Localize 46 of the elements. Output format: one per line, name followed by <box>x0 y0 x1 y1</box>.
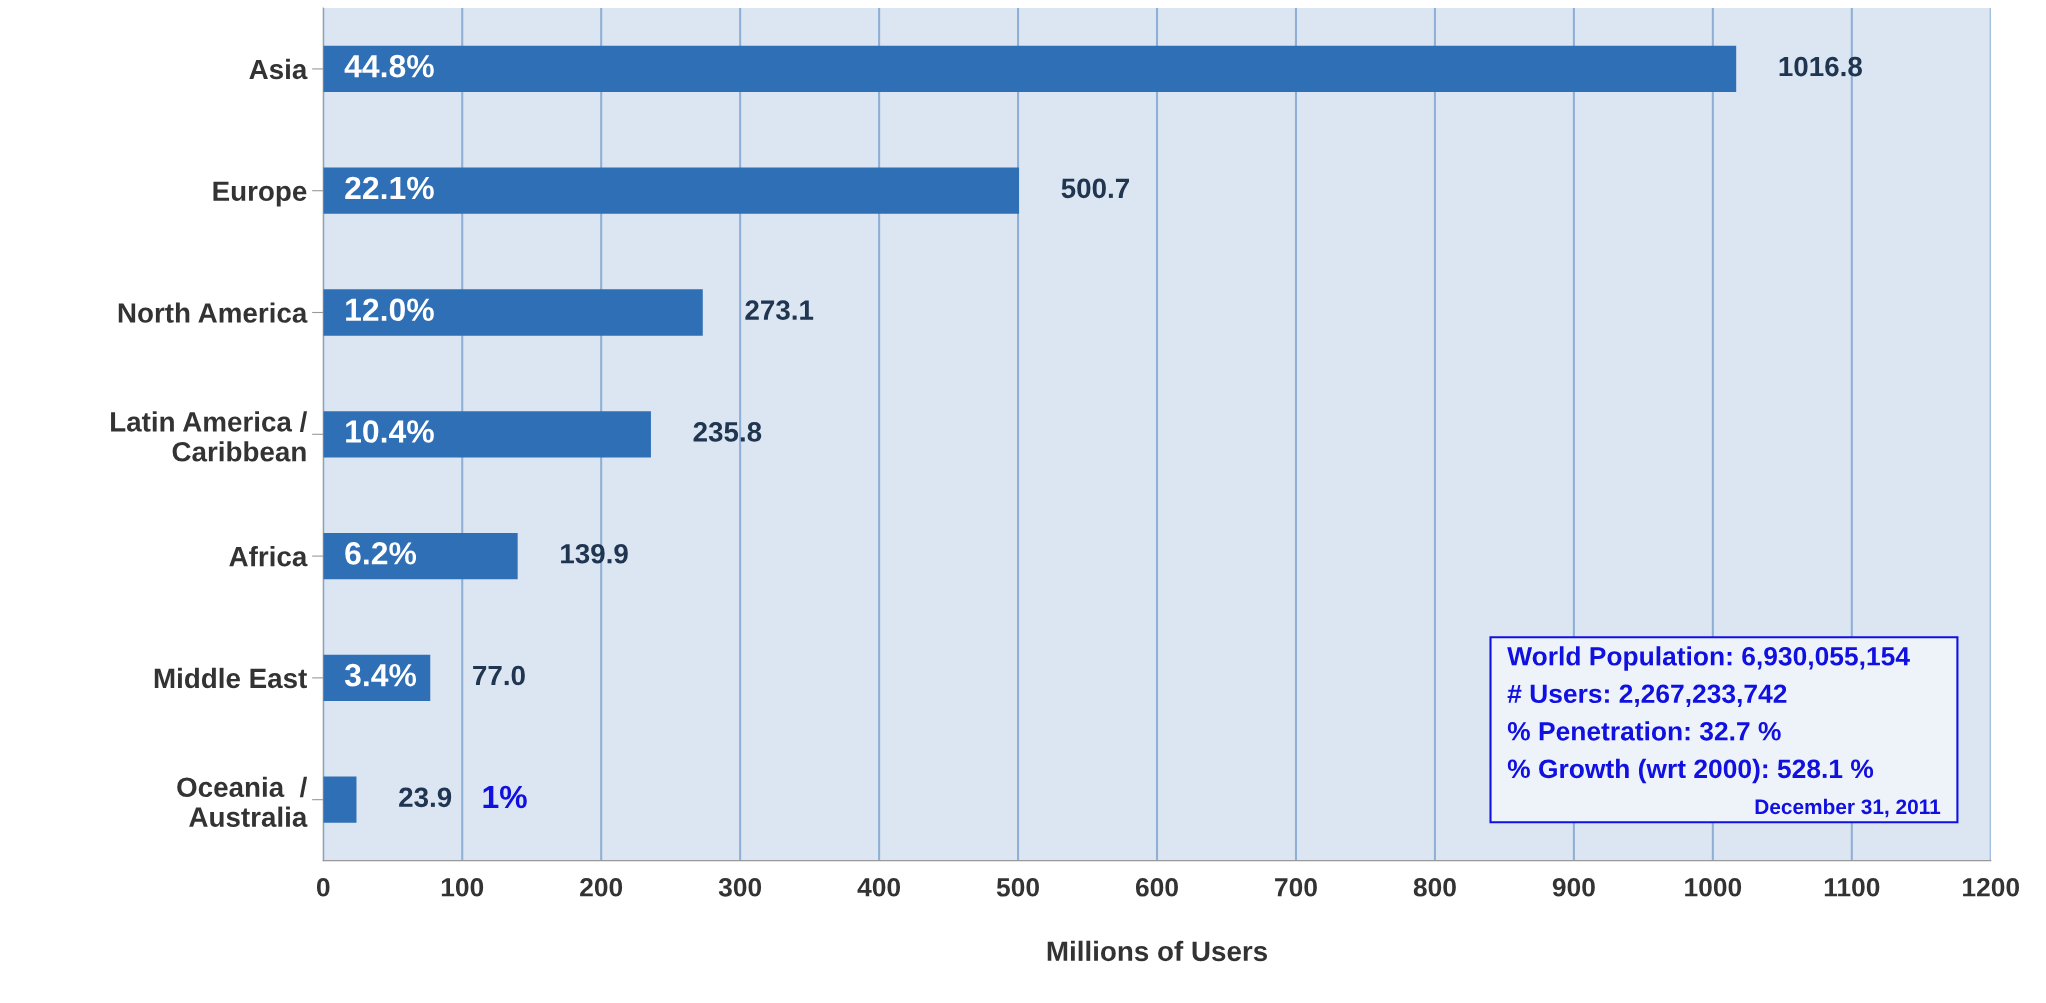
bar <box>323 776 357 823</box>
data-label: 235.8 <box>693 422 762 442</box>
data-label: 77.0 <box>473 665 525 686</box>
x-tick-label: 1000 <box>1685 877 1742 897</box>
x-tick-label: 1100 <box>1824 877 1880 897</box>
x-tick-label: 1200 <box>1963 877 2020 897</box>
annotation: # Users: 2,267,233,742 <box>1507 684 1787 707</box>
data-label: 139.9 <box>561 543 628 564</box>
annotation: % Growth (wrt 2000): 528.1 % <box>1507 758 1874 784</box>
x-axis-title: Millions of Users <box>1047 940 1268 962</box>
y-tick-label: North America <box>118 302 308 323</box>
bar <box>323 45 1737 93</box>
annotation: 22.1% <box>345 176 434 200</box>
y-tick-label: Latin America / Caribbean <box>111 411 308 462</box>
annotation: 12.0% <box>346 298 434 322</box>
data-label: 273.1 <box>745 300 814 320</box>
y-tick-label: Asia <box>249 58 308 80</box>
annotation: 10.4% <box>346 420 434 443</box>
bar <box>323 532 518 580</box>
annotation: 3.4% <box>344 663 417 687</box>
bar <box>323 411 651 458</box>
bar <box>323 167 1020 214</box>
x-tick-label: 200 <box>580 877 623 897</box>
y-tick-label: Middle East <box>154 667 307 689</box>
x-tick-label: 500 <box>996 877 1039 897</box>
annotation: 6.2% <box>345 542 417 565</box>
bar <box>323 289 703 336</box>
x-tick-label: 800 <box>1413 877 1456 897</box>
annotation: December 31, 2011 <box>1755 798 1941 818</box>
annotation: 44.8% <box>344 54 434 78</box>
annotation: % Penetration: 32.7 % <box>1507 721 1781 741</box>
y-tick-label: Africa <box>229 546 308 567</box>
x-tick-label: 0 <box>316 877 330 897</box>
x-tick-label: 700 <box>1275 877 1317 897</box>
x-tick-label: 600 <box>1135 877 1178 897</box>
y-tick-label: Europe <box>213 181 307 207</box>
data-label: 1016.8 <box>1779 56 1862 77</box>
data-label: 500.7 <box>1061 178 1129 199</box>
x-tick-label: 900 <box>1552 877 1595 897</box>
data-label: 23.9 <box>399 787 452 808</box>
x-tick-label: 400 <box>857 877 901 897</box>
annotation: 1% <box>483 785 527 809</box>
x-tick-label: 300 <box>718 877 762 897</box>
y-tick-label: Oceania / Australia <box>177 776 308 827</box>
annotation: World Population: 6,930,055,154 <box>1507 646 1910 671</box>
x-tick-label: 100 <box>441 877 484 897</box>
